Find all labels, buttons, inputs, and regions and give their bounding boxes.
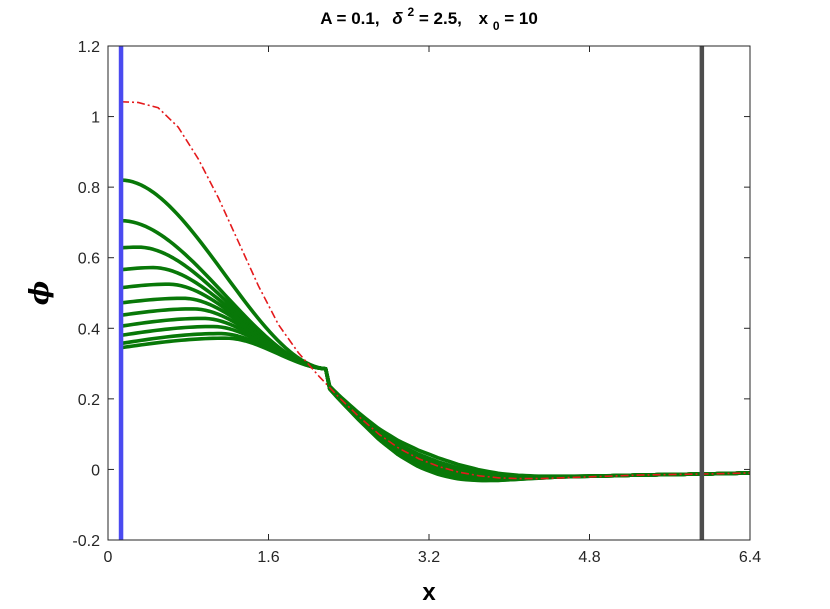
title-delta-exp: 2 [407,5,414,19]
x-axis-label: x [422,579,436,606]
title-delta-rest: = 2.5, [419,9,462,28]
y-tick-label: 0.2 [78,392,100,409]
x-tick-label: 1.6 [257,549,279,566]
y-tick-label: 0.4 [78,321,100,338]
x-tick-label: 0 [104,549,113,566]
title-x0-rest: = 10 [504,9,538,28]
reference-line [121,100,751,480]
y-tick-label: 1.2 [78,39,100,56]
title-x0: x [479,9,489,28]
y-tick-label: -0.2 [72,533,100,550]
y-tick-label: 0.8 [78,180,100,197]
y-tick-label: 1 [91,110,100,127]
y-tick-label: 0 [91,462,100,479]
y-tick-label: 0.6 [78,251,100,268]
tick-labels: 0 1.6 3.2 4.8 6.4-0.200.20.40.60.811.2 [72,39,761,566]
title-delta: δ [392,9,403,28]
vertical-lines [118,46,705,540]
ticks [107,45,751,541]
curves [120,100,751,483]
title-x0-sub: 0 [493,19,500,33]
x-tick-label: 6.4 [739,549,761,566]
x-tick-label: 3.2 [418,549,440,566]
y-axis-label: ϕ [25,281,55,305]
chart-title: A = 0.1, δ 2 = 2.5, x 0 = 10 [320,1,538,34]
x-tick-label: 4.8 [578,549,600,566]
title-a: A = 0.1, [320,9,379,28]
series-line [120,336,751,483]
